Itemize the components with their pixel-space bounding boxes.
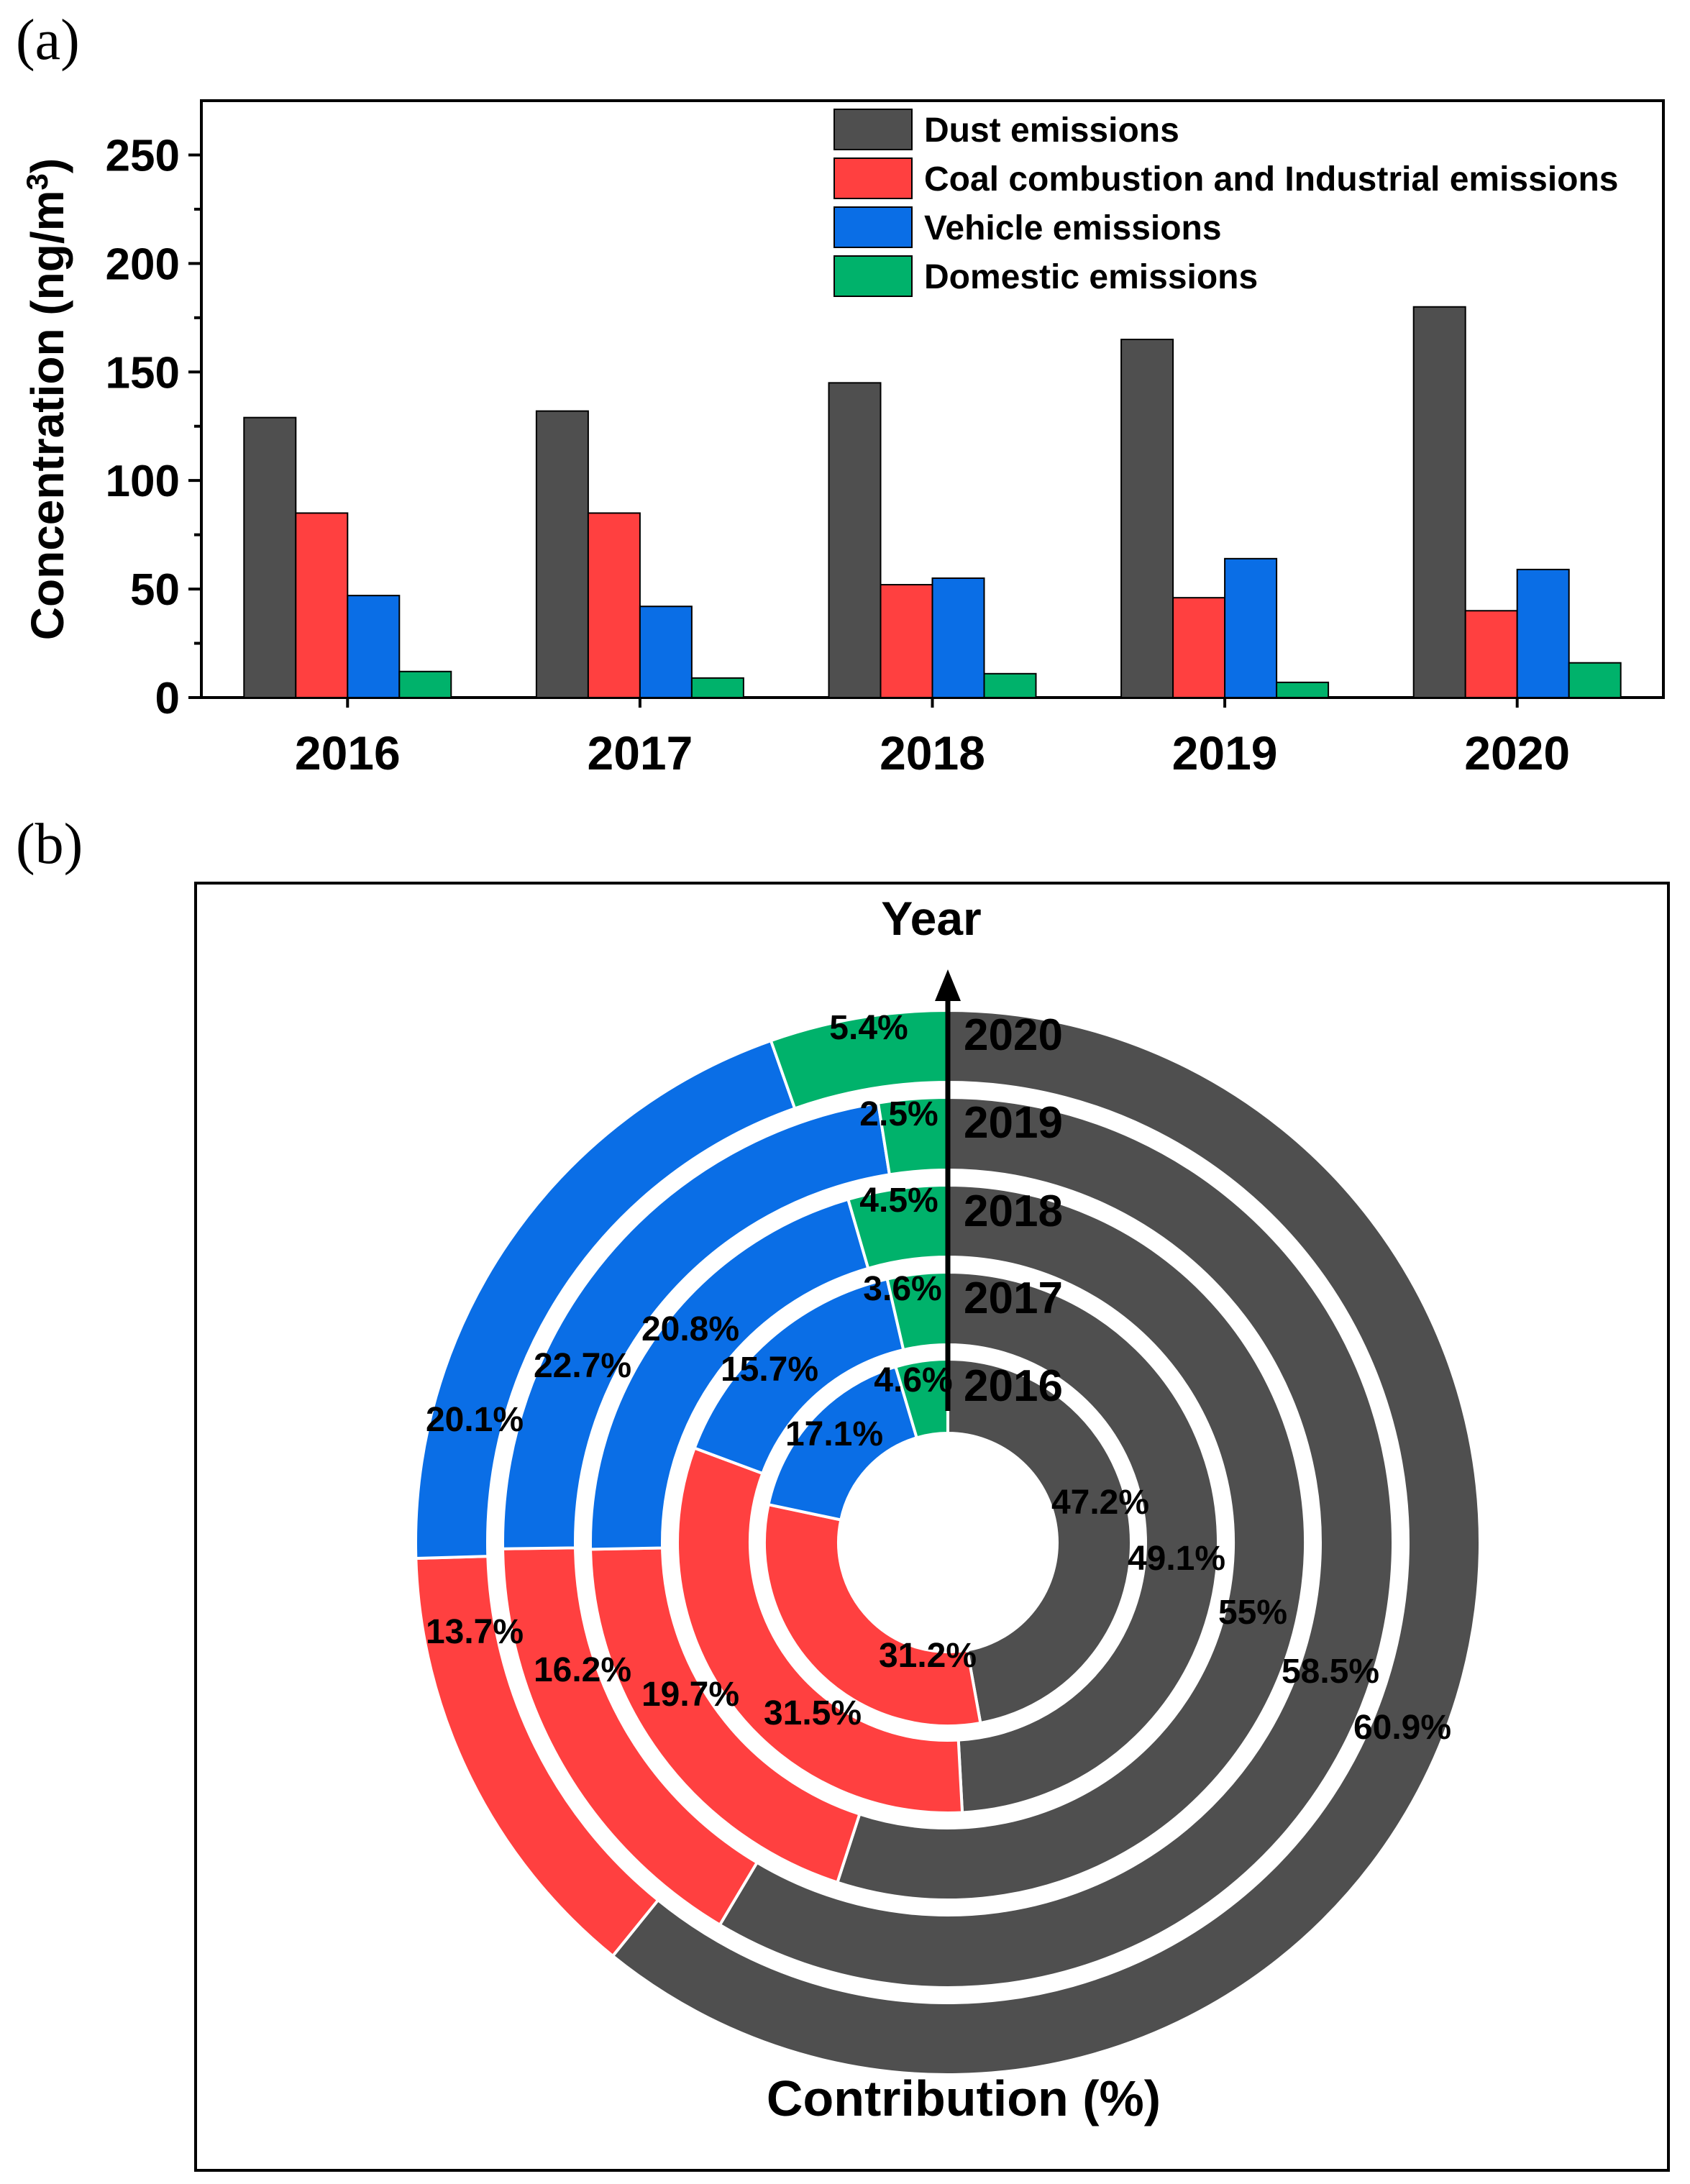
bar-domestic-2019 bbox=[1276, 681, 1330, 699]
bar-dust-2017 bbox=[535, 410, 589, 698]
bar-dust-2020 bbox=[1412, 306, 1466, 698]
legend-label-dust: Dust emissions bbox=[924, 111, 1179, 150]
x-tick-label: 2020 bbox=[1464, 726, 1570, 780]
x-axis: 2016 2017 2018 2019 2020 bbox=[295, 698, 1570, 780]
ring-year-label: 2019 bbox=[964, 1098, 1063, 1148]
legend-label-domestic: Domestic emissions bbox=[924, 258, 1258, 296]
y-axis-title-end: ) bbox=[22, 158, 73, 173]
percent-label-vehicle-2020: 20.1% bbox=[426, 1401, 524, 1439]
bar-domestic-2016 bbox=[398, 670, 452, 698]
y-axis: 0 50 100 150 200 250 bbox=[106, 131, 201, 723]
y-tick-label: 0 bbox=[155, 674, 180, 723]
percent-label-domestic-2018: 4.5% bbox=[859, 1182, 938, 1220]
bars bbox=[243, 306, 1622, 699]
percent-label-domestic-2016: 4.6% bbox=[874, 1361, 952, 1399]
ring-year-label: 2018 bbox=[964, 1187, 1063, 1236]
bar-domestic-2017 bbox=[690, 677, 744, 699]
bar-coal-2019 bbox=[1172, 597, 1226, 698]
ring-year-label: 2016 bbox=[964, 1361, 1063, 1411]
x-tick-label: 2019 bbox=[1172, 726, 1278, 780]
bar-dust-2018 bbox=[828, 382, 882, 698]
percent-label-dust-2020: 60.9% bbox=[1353, 1709, 1451, 1747]
donut-rings bbox=[414, 1008, 1481, 2076]
x-tick-label: 2018 bbox=[880, 726, 985, 780]
contribution-axis-label: Contribution (%) bbox=[767, 2070, 1161, 2126]
y-tick-label: 50 bbox=[130, 565, 180, 615]
bar-coal-2016 bbox=[295, 512, 349, 698]
bar-vehicle-2018 bbox=[931, 577, 985, 698]
percent-label-dust-2017: 49.1% bbox=[1128, 1540, 1225, 1578]
percent-label-vehicle-2016: 17.1% bbox=[785, 1415, 883, 1453]
year-axis-label: Year bbox=[881, 892, 981, 945]
y-axis-title-sup: 3 bbox=[20, 173, 54, 190]
y-axis-title: Concentration (ng/m3) bbox=[20, 158, 73, 640]
bar-dust-2016 bbox=[243, 416, 297, 698]
slice-dust-2019 bbox=[718, 1095, 1394, 1989]
slice-percent-labels: 47.2% 31.2% 17.1% 4.6% 49.1% 31.5% 15.7% 3.6% 55… bbox=[426, 1009, 1451, 1747]
bar-vehicle-2019 bbox=[1224, 557, 1278, 698]
legend-label-vehicle: Vehicle emissions bbox=[924, 209, 1222, 247]
legend-swatch-dust bbox=[833, 109, 913, 150]
percent-label-vehicle-2017: 15.7% bbox=[721, 1351, 818, 1389]
legend: Dust emissions Coal combustion and Indust… bbox=[833, 109, 1618, 297]
bar-vehicle-2017 bbox=[639, 606, 693, 699]
bar-coal-2018 bbox=[880, 584, 933, 699]
percent-label-dust-2018: 55% bbox=[1218, 1594, 1287, 1632]
percent-label-coal-2019: 16.2% bbox=[534, 1651, 631, 1689]
percent-label-dust-2016: 47.2% bbox=[1051, 1484, 1149, 1522]
panel-b-label: (b) bbox=[16, 813, 83, 876]
percent-label-dust-2019: 58.5% bbox=[1282, 1653, 1379, 1691]
x-tick-label: 2017 bbox=[587, 726, 693, 780]
ring-year-label: 2020 bbox=[964, 1010, 1063, 1060]
legend-swatch-domestic bbox=[833, 255, 913, 297]
y-axis-title-text: Concentration (ng/m bbox=[22, 190, 73, 640]
year-arrow-head bbox=[935, 969, 961, 1001]
bar-vehicle-2020 bbox=[1516, 568, 1570, 698]
bar-dust-2019 bbox=[1120, 339, 1174, 698]
percent-label-domestic-2020: 5.4% bbox=[829, 1009, 908, 1047]
panel-a-label: (a) bbox=[16, 9, 80, 72]
percent-label-vehicle-2018: 20.8% bbox=[641, 1310, 739, 1348]
y-tick-label: 200 bbox=[106, 239, 180, 289]
bar-coal-2020 bbox=[1464, 610, 1518, 698]
legend-swatch-coal bbox=[833, 157, 913, 199]
bar-vehicle-2016 bbox=[347, 595, 401, 698]
legend-label-coal: Coal combustion and Industrial emissions bbox=[924, 160, 1618, 198]
slice-dust-2020 bbox=[611, 1008, 1481, 2076]
percent-label-domestic-2017: 3.6% bbox=[863, 1270, 941, 1308]
y-tick-label: 150 bbox=[106, 348, 180, 398]
percent-label-vehicle-2019: 22.7% bbox=[534, 1347, 631, 1385]
bar-domestic-2020 bbox=[1568, 662, 1622, 699]
y-tick-label: 250 bbox=[106, 131, 180, 181]
ring-year-labels: 2016 2017 2018 2019 2020 bbox=[964, 1010, 1063, 1411]
slice-vehicle-2016 bbox=[767, 1365, 919, 1522]
percent-label-coal-2018: 19.7% bbox=[641, 1676, 739, 1714]
percent-label-coal-2020: 13.7% bbox=[426, 1613, 524, 1651]
x-tick-label: 2016 bbox=[295, 726, 401, 780]
y-tick-label: 100 bbox=[106, 457, 180, 506]
donut-frame bbox=[194, 882, 1670, 2172]
slice-dust-2017 bbox=[946, 1270, 1220, 1814]
legend-swatch-vehicle bbox=[833, 206, 913, 248]
bar-coal-2017 bbox=[587, 512, 641, 698]
slice-dust-2016 bbox=[946, 1357, 1133, 1725]
percent-label-domestic-2019: 2.5% bbox=[859, 1095, 938, 1133]
bar-domestic-2018 bbox=[983, 672, 1037, 698]
donut-chart-panel: (b) Year 2016 2017 2018 2019 2020 47.2% 31.2%… bbox=[16, 813, 1670, 2172]
slice-coal-2017 bbox=[676, 1446, 964, 1814]
bar-chart-panel: (a) 0 50 100 150 200 250 2016 2017 2018 2019 2020… bbox=[16, 9, 1665, 780]
percent-label-coal-2017: 31.5% bbox=[764, 1694, 862, 1732]
slice-dust-2018 bbox=[835, 1183, 1307, 1901]
ring-year-label: 2017 bbox=[964, 1274, 1063, 1323]
slice-coal-2016 bbox=[762, 1502, 982, 1727]
percent-label-coal-2016: 31.2% bbox=[879, 1637, 977, 1675]
